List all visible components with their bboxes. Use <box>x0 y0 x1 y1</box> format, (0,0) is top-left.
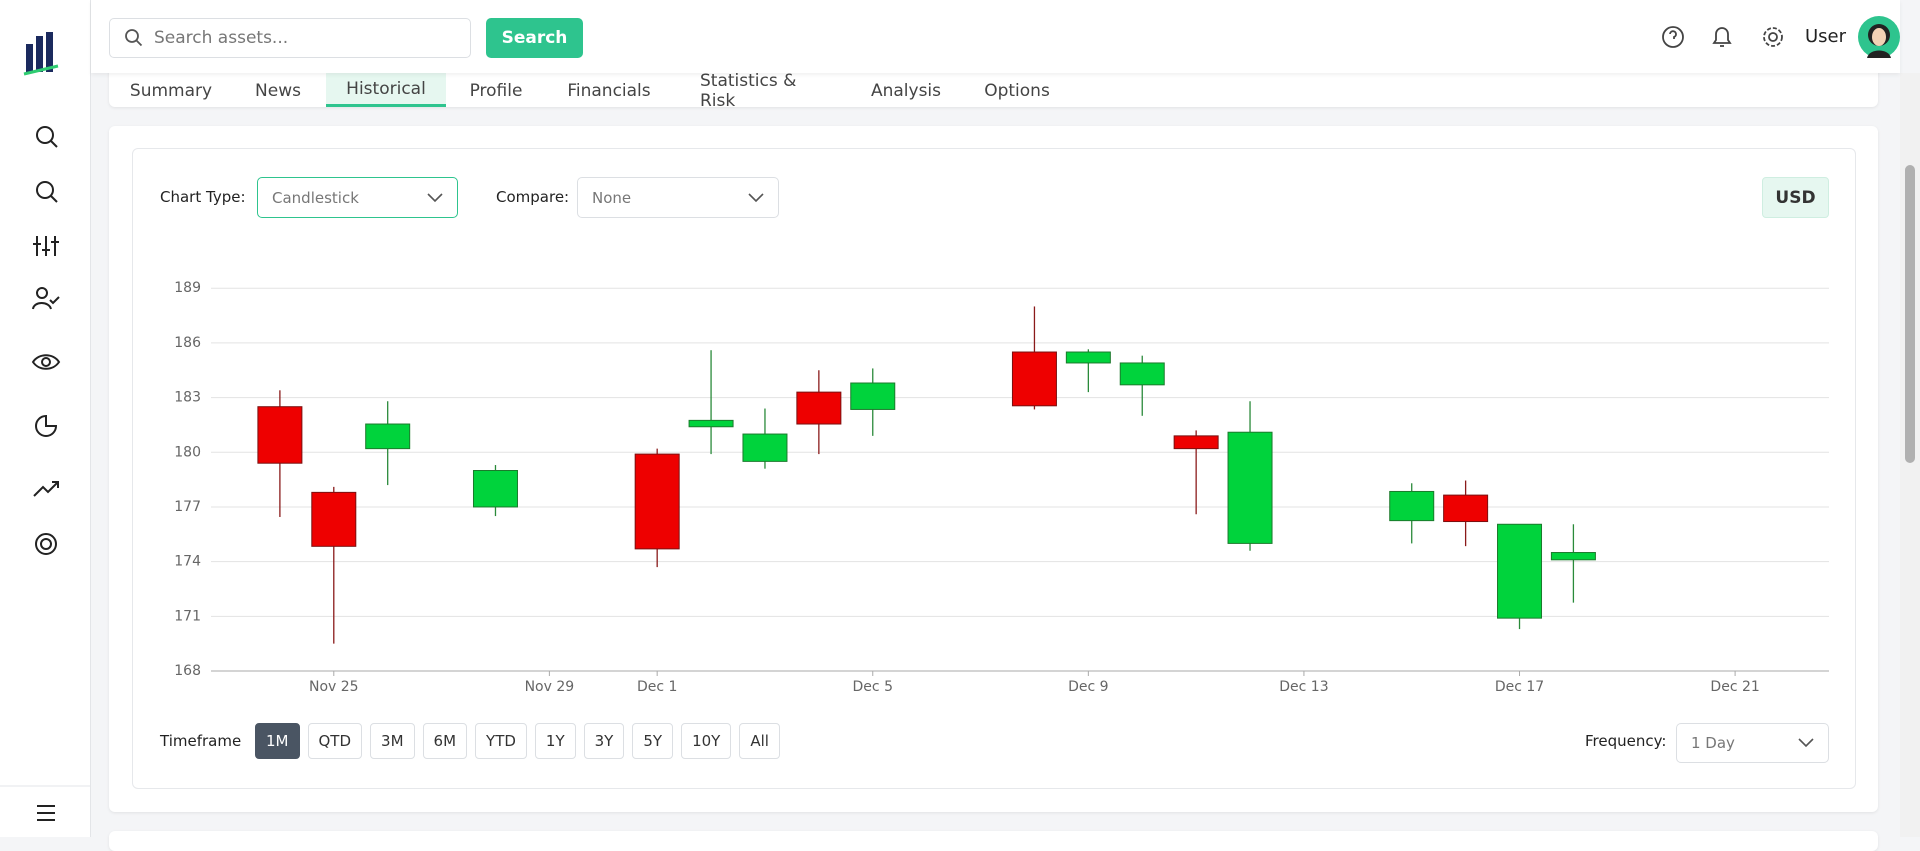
compare-label: Compare: <box>496 188 570 206</box>
nav-trends[interactable] <box>33 481 59 497</box>
candle-body <box>634 453 680 550</box>
y-tick-label: 186 <box>174 335 201 351</box>
frequency-select[interactable]: 1 Day <box>1676 723 1829 763</box>
search-input[interactable]: Search assets... <box>109 18 471 58</box>
timeframe-button[interactable]: All <box>739 723 780 759</box>
y-tick-label: 180 <box>174 444 201 460</box>
user-name[interactable]: User <box>1805 26 1847 47</box>
timeframe-button[interactable]: QTD <box>307 723 363 759</box>
search-button[interactable]: Search <box>486 18 583 58</box>
scroll-thumb[interactable] <box>1905 165 1915 463</box>
timeframe-button[interactable]: 3Y <box>583 723 625 759</box>
nav-users[interactable] <box>36 287 48 299</box>
candle-body <box>1119 362 1165 386</box>
candle-body <box>1497 523 1543 619</box>
x-tick-label: Nov 29 <box>525 679 575 695</box>
chart-card: Chart Type: Candlestick Compare: None US… <box>109 126 1878 812</box>
candle-body <box>311 491 357 547</box>
top-bar: Search assets... Search User <box>91 0 1900 73</box>
timeframe-button[interactable]: 10Y <box>681 723 732 759</box>
candle-body <box>472 470 518 508</box>
x-tick-label: Dec 5 <box>853 679 893 695</box>
y-tick-label: 183 <box>174 390 201 406</box>
tab[interactable]: Summary <box>129 80 213 101</box>
candle-body <box>1550 552 1596 561</box>
candle-body <box>257 406 303 464</box>
menu[interactable] <box>37 805 55 821</box>
settings[interactable] <box>1768 32 1778 42</box>
chart-type-label: Chart Type: <box>160 188 246 206</box>
nav-portfolio[interactable] <box>35 414 58 437</box>
candlestick-chart: 168 171 174 177 180 183 186 189 Nov 25 Nov 29 Dec … <box>174 280 1829 695</box>
y-tick-label: 189 <box>174 280 201 296</box>
tab[interactable]: News <box>255 80 301 101</box>
tab[interactable]: Profile <box>469 80 523 101</box>
candle-body <box>1065 351 1111 364</box>
candle-body <box>1227 431 1273 544</box>
timeframe-button[interactable]: 3M <box>370 723 415 759</box>
timeframe-buttons: 1M QTD 3M 6M YTD 1Y 3Y 5Y 10Y All <box>255 723 780 759</box>
x-tick-label: Dec 9 <box>1068 679 1108 695</box>
candle-body <box>1173 435 1219 450</box>
nav-search[interactable] <box>36 126 54 144</box>
x-tick-label: Nov 25 <box>309 679 359 695</box>
candle-body <box>688 419 734 428</box>
chart-type-select[interactable]: Candlestick <box>257 177 458 218</box>
timeframe-button[interactable]: 5Y <box>632 723 674 759</box>
timeframe-button[interactable]: 6M <box>422 723 468 759</box>
nav-icons <box>0 126 91 821</box>
help[interactable] <box>1662 26 1684 48</box>
x-tick-label: Dec 21 <box>1710 679 1759 695</box>
candle-body <box>796 391 842 425</box>
nav-discover[interactable] <box>36 181 54 199</box>
sidebar <box>0 0 91 837</box>
candle-body <box>742 433 788 462</box>
compare-value: None <box>592 188 632 207</box>
chart-type-value: Candlestick <box>272 188 359 207</box>
y-tick-label: 177 <box>174 499 201 515</box>
candle-body <box>850 382 896 410</box>
timeframe-button[interactable]: 1M <box>255 723 300 759</box>
logo[interactable] <box>22 30 64 82</box>
x-tick-label: Dec 17 <box>1495 679 1544 695</box>
candle-body <box>365 423 411 450</box>
y-tick-label: 168 <box>174 663 201 679</box>
candle-body <box>1389 490 1435 522</box>
timeframe-button[interactable]: YTD <box>475 723 527 759</box>
x-tick-label: Dec 1 <box>637 679 677 695</box>
nav-filters[interactable] <box>33 236 59 256</box>
nav-target[interactable] <box>35 533 57 555</box>
tab[interactable]: Financials <box>567 80 651 101</box>
notifications[interactable] <box>1712 27 1732 44</box>
frequency-label: Frequency: <box>1585 732 1667 750</box>
search-placeholder: Search assets... <box>154 28 289 48</box>
top-icons <box>1662 26 1783 48</box>
chart-panel: Chart Type: Candlestick Compare: None US… <box>132 148 1856 789</box>
timeframe-button[interactable]: 1Y <box>534 723 576 759</box>
scrollbar[interactable] <box>1900 73 1920 837</box>
avatar[interactable] <box>1858 16 1900 58</box>
timeframe-label: Timeframe <box>160 732 242 750</box>
next-card <box>109 831 1878 851</box>
search-icon <box>125 29 143 47</box>
currency[interactable]: USD <box>1762 177 1829 218</box>
tab[interactable]: Statistics & Risk <box>700 70 797 111</box>
candle-body <box>1011 351 1057 407</box>
compare-select[interactable]: None <box>577 177 779 218</box>
candle-body <box>1443 494 1489 523</box>
frequency-value: 1 Day <box>1691 734 1735 752</box>
tab[interactable]: Options <box>984 80 1050 101</box>
y-tick-label: 174 <box>174 554 201 570</box>
y-tick-label: 171 <box>174 608 201 624</box>
x-tick-label: Dec 13 <box>1279 679 1328 695</box>
tab[interactable]: Analysis <box>870 80 942 101</box>
nav-watch[interactable] <box>31 354 61 370</box>
